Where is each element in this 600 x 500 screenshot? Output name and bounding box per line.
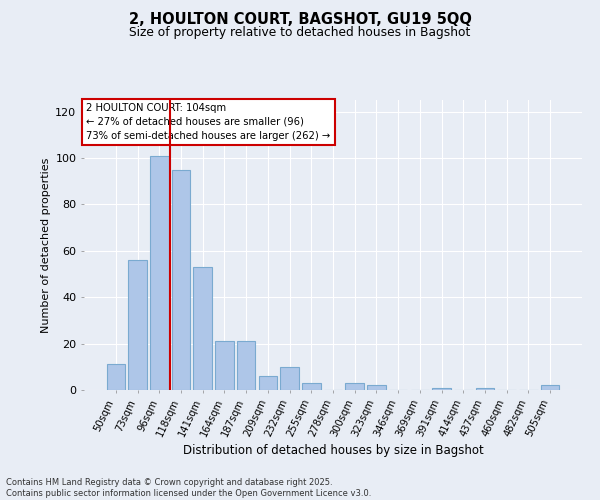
Bar (280, 367, 299, 390)
Bar (367, 386, 386, 390)
Bar (128, 260, 147, 390)
Y-axis label: Number of detached properties: Number of detached properties (41, 158, 51, 332)
Text: Size of property relative to detached houses in Bagshot: Size of property relative to detached ho… (130, 26, 470, 39)
X-axis label: Distribution of detached houses by size in Bagshot: Distribution of detached houses by size … (182, 444, 484, 457)
Bar (541, 386, 559, 390)
Bar (433, 388, 451, 390)
Bar (172, 170, 190, 390)
Bar (259, 376, 277, 390)
Bar (215, 342, 233, 390)
Bar (150, 156, 169, 390)
Text: Contains HM Land Registry data © Crown copyright and database right 2025.
Contai: Contains HM Land Registry data © Crown c… (6, 478, 371, 498)
Bar (193, 267, 212, 390)
Text: 2 HOULTON COURT: 104sqm
← 27% of detached houses are smaller (96)
73% of semi-de: 2 HOULTON COURT: 104sqm ← 27% of detache… (86, 103, 331, 141)
Bar (107, 364, 125, 390)
Bar (346, 383, 364, 390)
Bar (237, 342, 256, 390)
Text: 2, HOULTON COURT, BAGSHOT, GU19 5QQ: 2, HOULTON COURT, BAGSHOT, GU19 5QQ (128, 12, 472, 28)
Bar (302, 383, 320, 390)
Bar (476, 388, 494, 390)
